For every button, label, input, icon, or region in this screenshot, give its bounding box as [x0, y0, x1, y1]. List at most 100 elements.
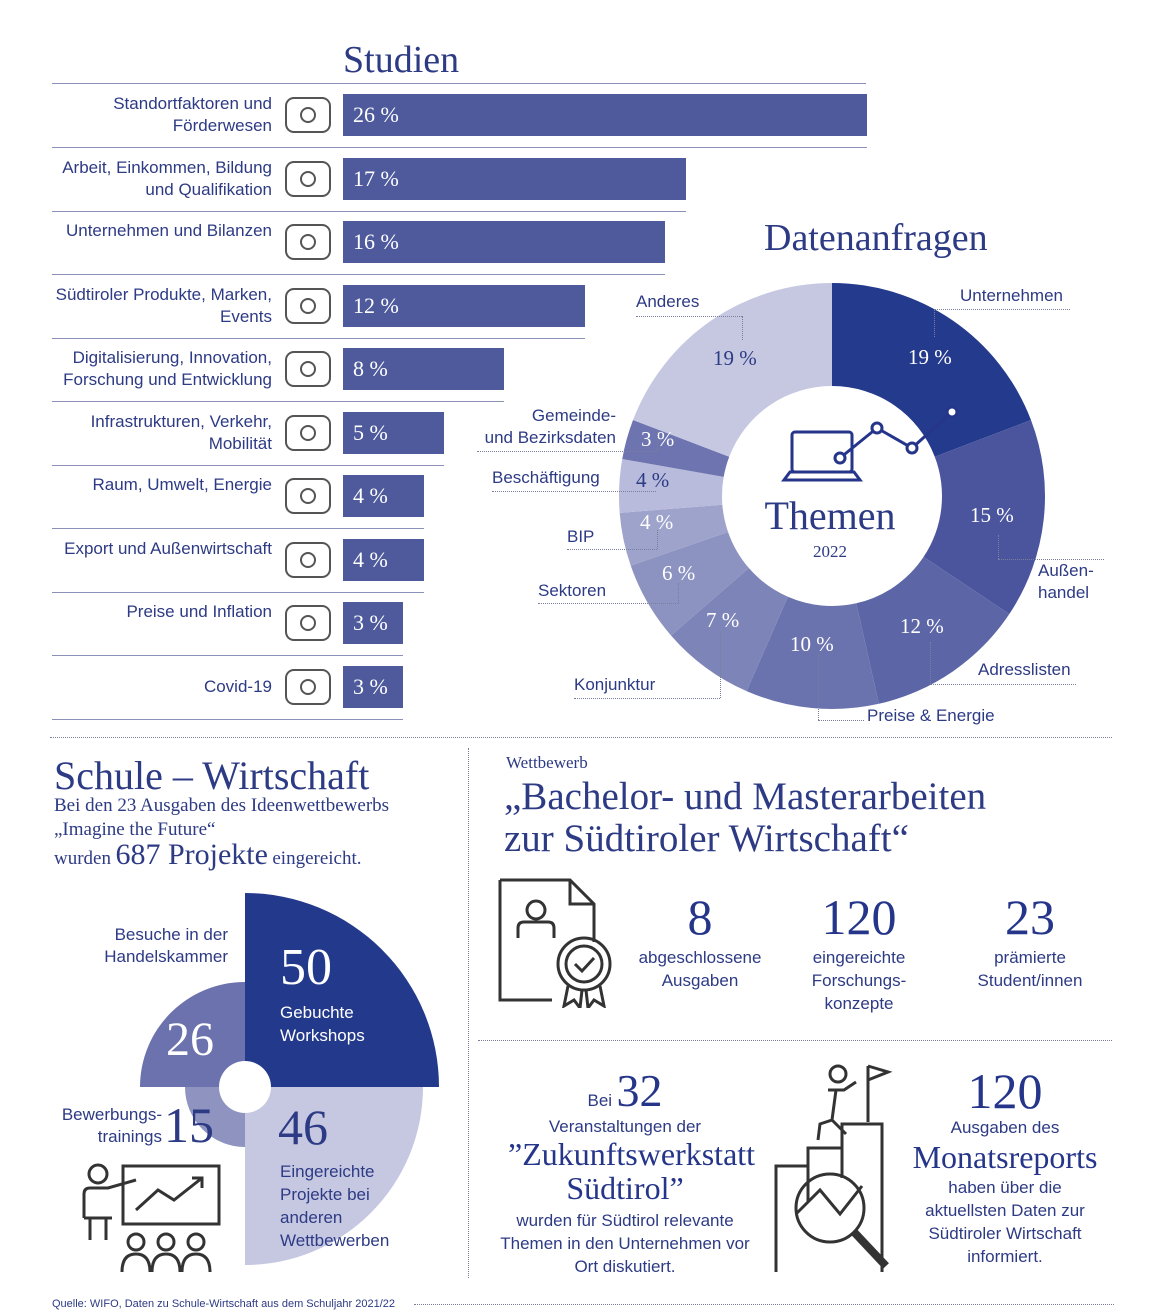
- stat-studenten-num: 23: [1005, 889, 1055, 945]
- zukunft-block: Bei 32 Veranstaltungen der ”Zukunftswerk…: [490, 1064, 760, 1278]
- donut-value-anderes: 19 %: [713, 346, 757, 370]
- visits-label: Besuche in der Handelskammer: [104, 925, 228, 966]
- callout-preise: Preise & Energie: [867, 706, 995, 725]
- donut-value-bip: 4 %: [640, 510, 674, 534]
- bar: 12 %: [343, 284, 585, 327]
- schule-line1: Bei den 23 Ausgaben des Ideenwettbewerbs: [54, 795, 390, 816]
- callout-anderes: Anderes: [636, 292, 700, 311]
- row-divider: [52, 210, 686, 212]
- row-divider: [52, 718, 403, 720]
- row-divider: [52, 147, 867, 148]
- section-divider-right: [478, 1040, 1112, 1041]
- donut-slice: [619, 504, 729, 566]
- bar-category-label: Covid-19: [203, 676, 272, 696]
- apple-icon: [285, 287, 331, 324]
- donut-slice: [622, 419, 730, 477]
- schule-line3-post: eingereicht.: [272, 848, 362, 869]
- bar-category-label: Digitalisierung, Innovation, Forschung u…: [63, 348, 272, 389]
- monatsreport-text: haben über die aktuellsten Daten zur Süd…: [925, 1178, 1085, 1266]
- callout-konjunktur: Konjunktur: [574, 675, 656, 694]
- donut-value-beschaeftigung: 4 %: [636, 468, 670, 492]
- schule-line2: „Imagine the Future“: [54, 819, 216, 840]
- bar: 5 %: [343, 411, 444, 454]
- row-divider: [52, 464, 444, 466]
- wettbewerb-title-line1: „Bachelor- und Masterarbeiten: [504, 775, 987, 818]
- stat-ausgaben-num: 8: [687, 889, 713, 945]
- monatsreport-line1: Ausgaben des: [950, 1118, 1060, 1137]
- row-divider: [52, 337, 585, 339]
- bar: 16 %: [343, 221, 665, 263]
- quadrant-visits: [140, 982, 245, 1087]
- schule-title: Schule – Wirtschaft: [54, 753, 370, 798]
- callout-unternehmen: Unternehmen: [960, 286, 1064, 305]
- stat-konzepte-label: eingereichte Forschungs-konzepte: [811, 948, 907, 1013]
- bar-category-label: Export und Außenwirtschaft: [64, 538, 272, 558]
- callout-bip: BIP: [567, 527, 595, 546]
- bar-category-label: Preise und Inflation: [126, 602, 272, 621]
- bar: 4 %: [343, 538, 424, 581]
- workshops-label: Gebuchte Workshops: [280, 1003, 365, 1045]
- org-chart-people-icon: [285, 160, 331, 197]
- bar: 26 %: [343, 94, 867, 136]
- callout-sektoren: Sektoren: [538, 581, 607, 600]
- callout-adresslisten: Adresslisten: [978, 660, 1071, 679]
- quadrant-projects: [245, 1087, 423, 1265]
- wettbewerb-title-line2: zur Südtiroler Wirtschaft“: [504, 817, 909, 860]
- section-divider-horizontal: [50, 737, 1112, 738]
- callout-aussenhandel: Außen- handel: [1038, 561, 1094, 602]
- stat-ausgaben-label: abgeschlossene Ausgaben: [638, 948, 762, 990]
- euro-hand-icon: [285, 605, 331, 641]
- stat-konzepte: 120 eingereichte Forschungs-konzepte: [784, 888, 934, 1015]
- zukunft-line1: Veranstaltungen der: [548, 1117, 702, 1136]
- quadrant-center-hole: [219, 1061, 271, 1113]
- certificate-icon: [498, 878, 612, 1008]
- bar: 17 %: [343, 157, 686, 200]
- bar-category-label: Unternehmen und Bilanzen: [65, 221, 272, 240]
- donut-slice: [923, 419, 1045, 614]
- zukunft-title: ”Zukunftswerkstatt Südtirol”: [508, 1136, 756, 1206]
- row-divider: [52, 401, 504, 402]
- row-divider: [52, 274, 665, 275]
- studien-top-rule: [52, 83, 866, 84]
- donut-value-konjunktur: 7 %: [706, 608, 740, 632]
- schule-quadrant-chart: [140, 893, 439, 1265]
- line-chart-icon: [285, 224, 331, 260]
- bar: 3 %: [343, 602, 403, 644]
- bar-category-label: Infrastrukturen, Verkehr, Mobilität: [90, 411, 272, 453]
- stat-studenten-label: prämierte Student/innen: [977, 948, 1083, 990]
- monatsreport-num: 120: [967, 1063, 1043, 1119]
- donut-value-aussenhandel: 15 %: [970, 503, 1014, 527]
- donut-center-year: 2022: [813, 542, 847, 561]
- stat-ausgaben: 8 abgeschlossene Ausgaben: [620, 888, 780, 992]
- donut-center-title: Themen: [764, 493, 896, 538]
- bar-category-label: Südtiroler Produkte, Marken, Events: [55, 284, 272, 326]
- section-divider-vertical: [468, 748, 469, 1278]
- donut-value-unternehmen: 19 %: [908, 345, 952, 369]
- bar: 3 %: [343, 665, 403, 708]
- projects-num: 46: [278, 1099, 328, 1155]
- bar: 8 %: [343, 348, 504, 390]
- climber-chart-icon: [774, 1064, 893, 1272]
- source-text: Quelle: WIFO, Daten zu Schule-Wirtschaft…: [52, 1298, 395, 1310]
- workshops-num: 50: [280, 939, 332, 996]
- bar-category-label: Raum, Umwelt, Energie: [92, 475, 272, 494]
- donut-value-adresslisten: 12 %: [900, 614, 944, 638]
- microscope-icon: [285, 351, 331, 387]
- source-note: Quelle: WIFO, Daten zu Schule-Wirtschaft…: [52, 1294, 395, 1312]
- virus-icon: [285, 668, 331, 705]
- callout-gemeinde: Gemeinde- und Bezirksdaten: [484, 406, 616, 447]
- donut-value-sektoren: 6 %: [662, 561, 696, 585]
- bar: 4 %: [343, 475, 424, 517]
- zukunft-num: 32: [616, 1065, 663, 1116]
- datenanfragen-donut: [619, 283, 1045, 709]
- bar-category-label: Standortfaktoren und Förderwesen: [113, 94, 272, 135]
- datenanfragen-title: Datenanfragen: [764, 217, 988, 259]
- stat-konzepte-num: 120: [821, 889, 897, 945]
- donut-slice: [746, 596, 879, 709]
- trainings-num: 15: [164, 1097, 214, 1153]
- stat-studenten: 23 prämierte Student/innen: [950, 888, 1110, 992]
- globe-chart-icon: [285, 541, 331, 578]
- donut-slice: [832, 283, 1031, 457]
- monatsreport-title: Monatsreports: [912, 1139, 1098, 1175]
- callout-beschaeftigung: Beschäftigung: [492, 468, 600, 487]
